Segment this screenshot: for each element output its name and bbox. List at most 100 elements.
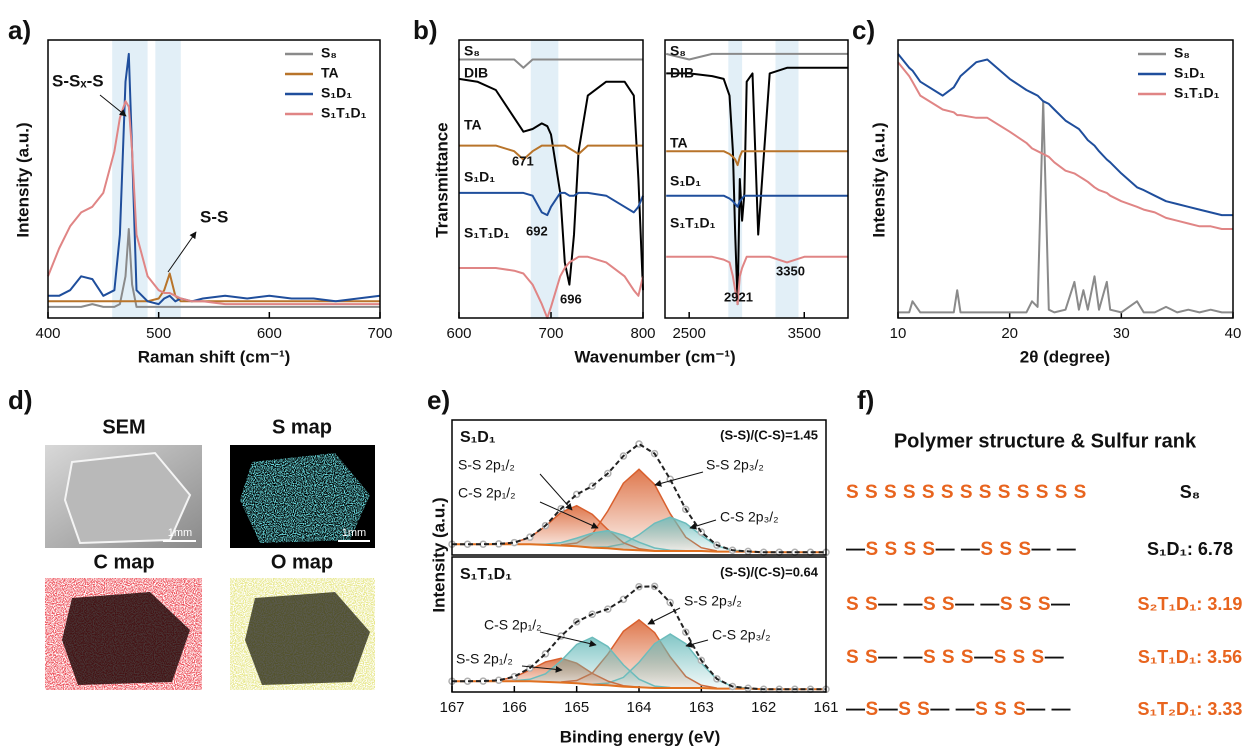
legend-label: TA <box>321 65 339 81</box>
panel-label: d) <box>8 385 33 415</box>
chain-char: S <box>898 699 911 720</box>
peak-label: C-S 2p₃/₂ <box>712 627 771 643</box>
panel-label: a) <box>8 15 31 45</box>
o-map-image <box>230 578 375 690</box>
annotation: 2921 <box>724 289 753 304</box>
x-axis-label: 2θ (degree) <box>1020 347 1110 366</box>
chain-char: S <box>1074 482 1087 503</box>
x-tick-label: 40 <box>1225 325 1242 342</box>
image-label: C map <box>93 551 154 573</box>
highlight-band <box>775 40 799 318</box>
peak-label: S-S 2p₁/₂ <box>458 457 515 473</box>
chain-char: — <box>1026 699 1046 720</box>
chain-char: — <box>956 699 976 720</box>
x-tick-label: 163 <box>689 699 714 716</box>
chain-char: — <box>936 539 956 560</box>
chain-char: S <box>922 539 935 560</box>
series-label: S₁D₁ <box>464 169 495 185</box>
chain-char: S <box>994 647 1007 668</box>
legend-label: S₁T₁D₁ <box>321 105 367 121</box>
chain-char: S <box>998 482 1011 503</box>
plot-frame <box>664 39 849 319</box>
image-label: S map <box>272 416 332 438</box>
chain-char: S <box>1017 482 1030 503</box>
x-tick-label: 30 <box>1113 325 1130 342</box>
peak-arrow <box>539 473 573 511</box>
chain-char: S <box>865 647 878 668</box>
series-label: DIB <box>464 65 488 81</box>
peak-arrow <box>521 665 563 673</box>
chain-char: S <box>1000 594 1013 615</box>
panel-subtitle: S₁D₁ <box>460 429 496 446</box>
peak-label: C-S 2p₁/₂ <box>458 485 516 501</box>
series-line <box>459 255 644 319</box>
peak-label: S-S 2p₃/₂ <box>684 593 742 609</box>
chain-char: S <box>846 594 859 615</box>
peak-arrow <box>654 471 704 487</box>
plot-frame <box>458 39 644 319</box>
legend-label: S₁T₁D₁ <box>1174 85 1220 101</box>
envelope-line <box>452 585 826 691</box>
chain-char: — <box>1057 539 1077 560</box>
chain-char: S <box>846 482 859 503</box>
y-axis-label: Intensity (a.u.) <box>429 497 448 612</box>
scale-bar-label: 1mm <box>168 527 192 539</box>
peak-arrow <box>689 519 717 530</box>
panel-label: f) <box>857 385 874 415</box>
series-label: S₁T₁D₁ <box>670 215 716 231</box>
chain-char: S <box>1019 594 1032 615</box>
chain-char: S <box>903 539 916 560</box>
chain-char: — <box>955 594 975 615</box>
series-line <box>666 194 848 208</box>
sulfur-rank: S₂T₁D₁: 3.19 <box>1138 594 1243 614</box>
annotation-arrow <box>99 94 127 117</box>
y-axis-label: Intensity (a.u.) <box>13 122 32 237</box>
sulfur-rank: S₁T₁D₁: 3.56 <box>1138 647 1242 667</box>
envelope-line <box>452 442 826 554</box>
chain-char: — <box>846 539 866 560</box>
polymer-chain: —S S S S— —S S S— — <box>846 539 1076 560</box>
series-line <box>666 150 848 167</box>
plot-frame <box>47 39 381 319</box>
x-tick-label: 162 <box>751 699 776 716</box>
annotation: 3350 <box>776 263 805 278</box>
chain-char: S <box>994 699 1007 720</box>
polymer-chain: S S— —S S— —S S S— <box>846 594 1071 615</box>
chain-char: S <box>923 647 936 668</box>
chain-char: S <box>941 482 954 503</box>
peak-label: C-S 2p₁/₂ <box>484 617 542 633</box>
x-tick-label: 20 <box>1001 325 1018 342</box>
chain-char: S <box>975 699 988 720</box>
peak-arrow <box>539 631 597 647</box>
chain-char: — <box>1051 594 1071 615</box>
chain-char: S <box>942 594 955 615</box>
chain-char: S <box>884 539 897 560</box>
series-label: DIB <box>670 65 694 81</box>
x-tick-label: 161 <box>813 699 838 716</box>
series-line <box>48 228 380 308</box>
chain-char: S <box>903 482 916 503</box>
series-line <box>459 58 643 69</box>
legend-label: S₁D₁ <box>1174 65 1205 81</box>
x-tick-label: 500 <box>146 325 171 342</box>
legend-label: S₈ <box>321 45 337 61</box>
x-tick-label: 165 <box>564 699 589 716</box>
series-line <box>897 61 1233 230</box>
chain-char: S <box>917 699 930 720</box>
annotation: S-S <box>200 207 228 226</box>
image-label: SEM <box>102 416 145 438</box>
chain-char: — <box>879 699 899 720</box>
peak-arrow <box>647 607 681 625</box>
chain-char: S <box>884 482 897 503</box>
x-tick-label: 700 <box>367 325 392 342</box>
sulfur-rank: S₁D₁: 6.78 <box>1147 539 1233 559</box>
series-label: S₈ <box>670 43 686 59</box>
panel-label: e) <box>427 385 450 415</box>
series-line <box>898 100 1233 314</box>
chain-char: S <box>1018 539 1031 560</box>
series-line <box>458 77 644 291</box>
chain-char: S <box>1013 699 1026 720</box>
chain-char: — <box>1045 647 1065 668</box>
